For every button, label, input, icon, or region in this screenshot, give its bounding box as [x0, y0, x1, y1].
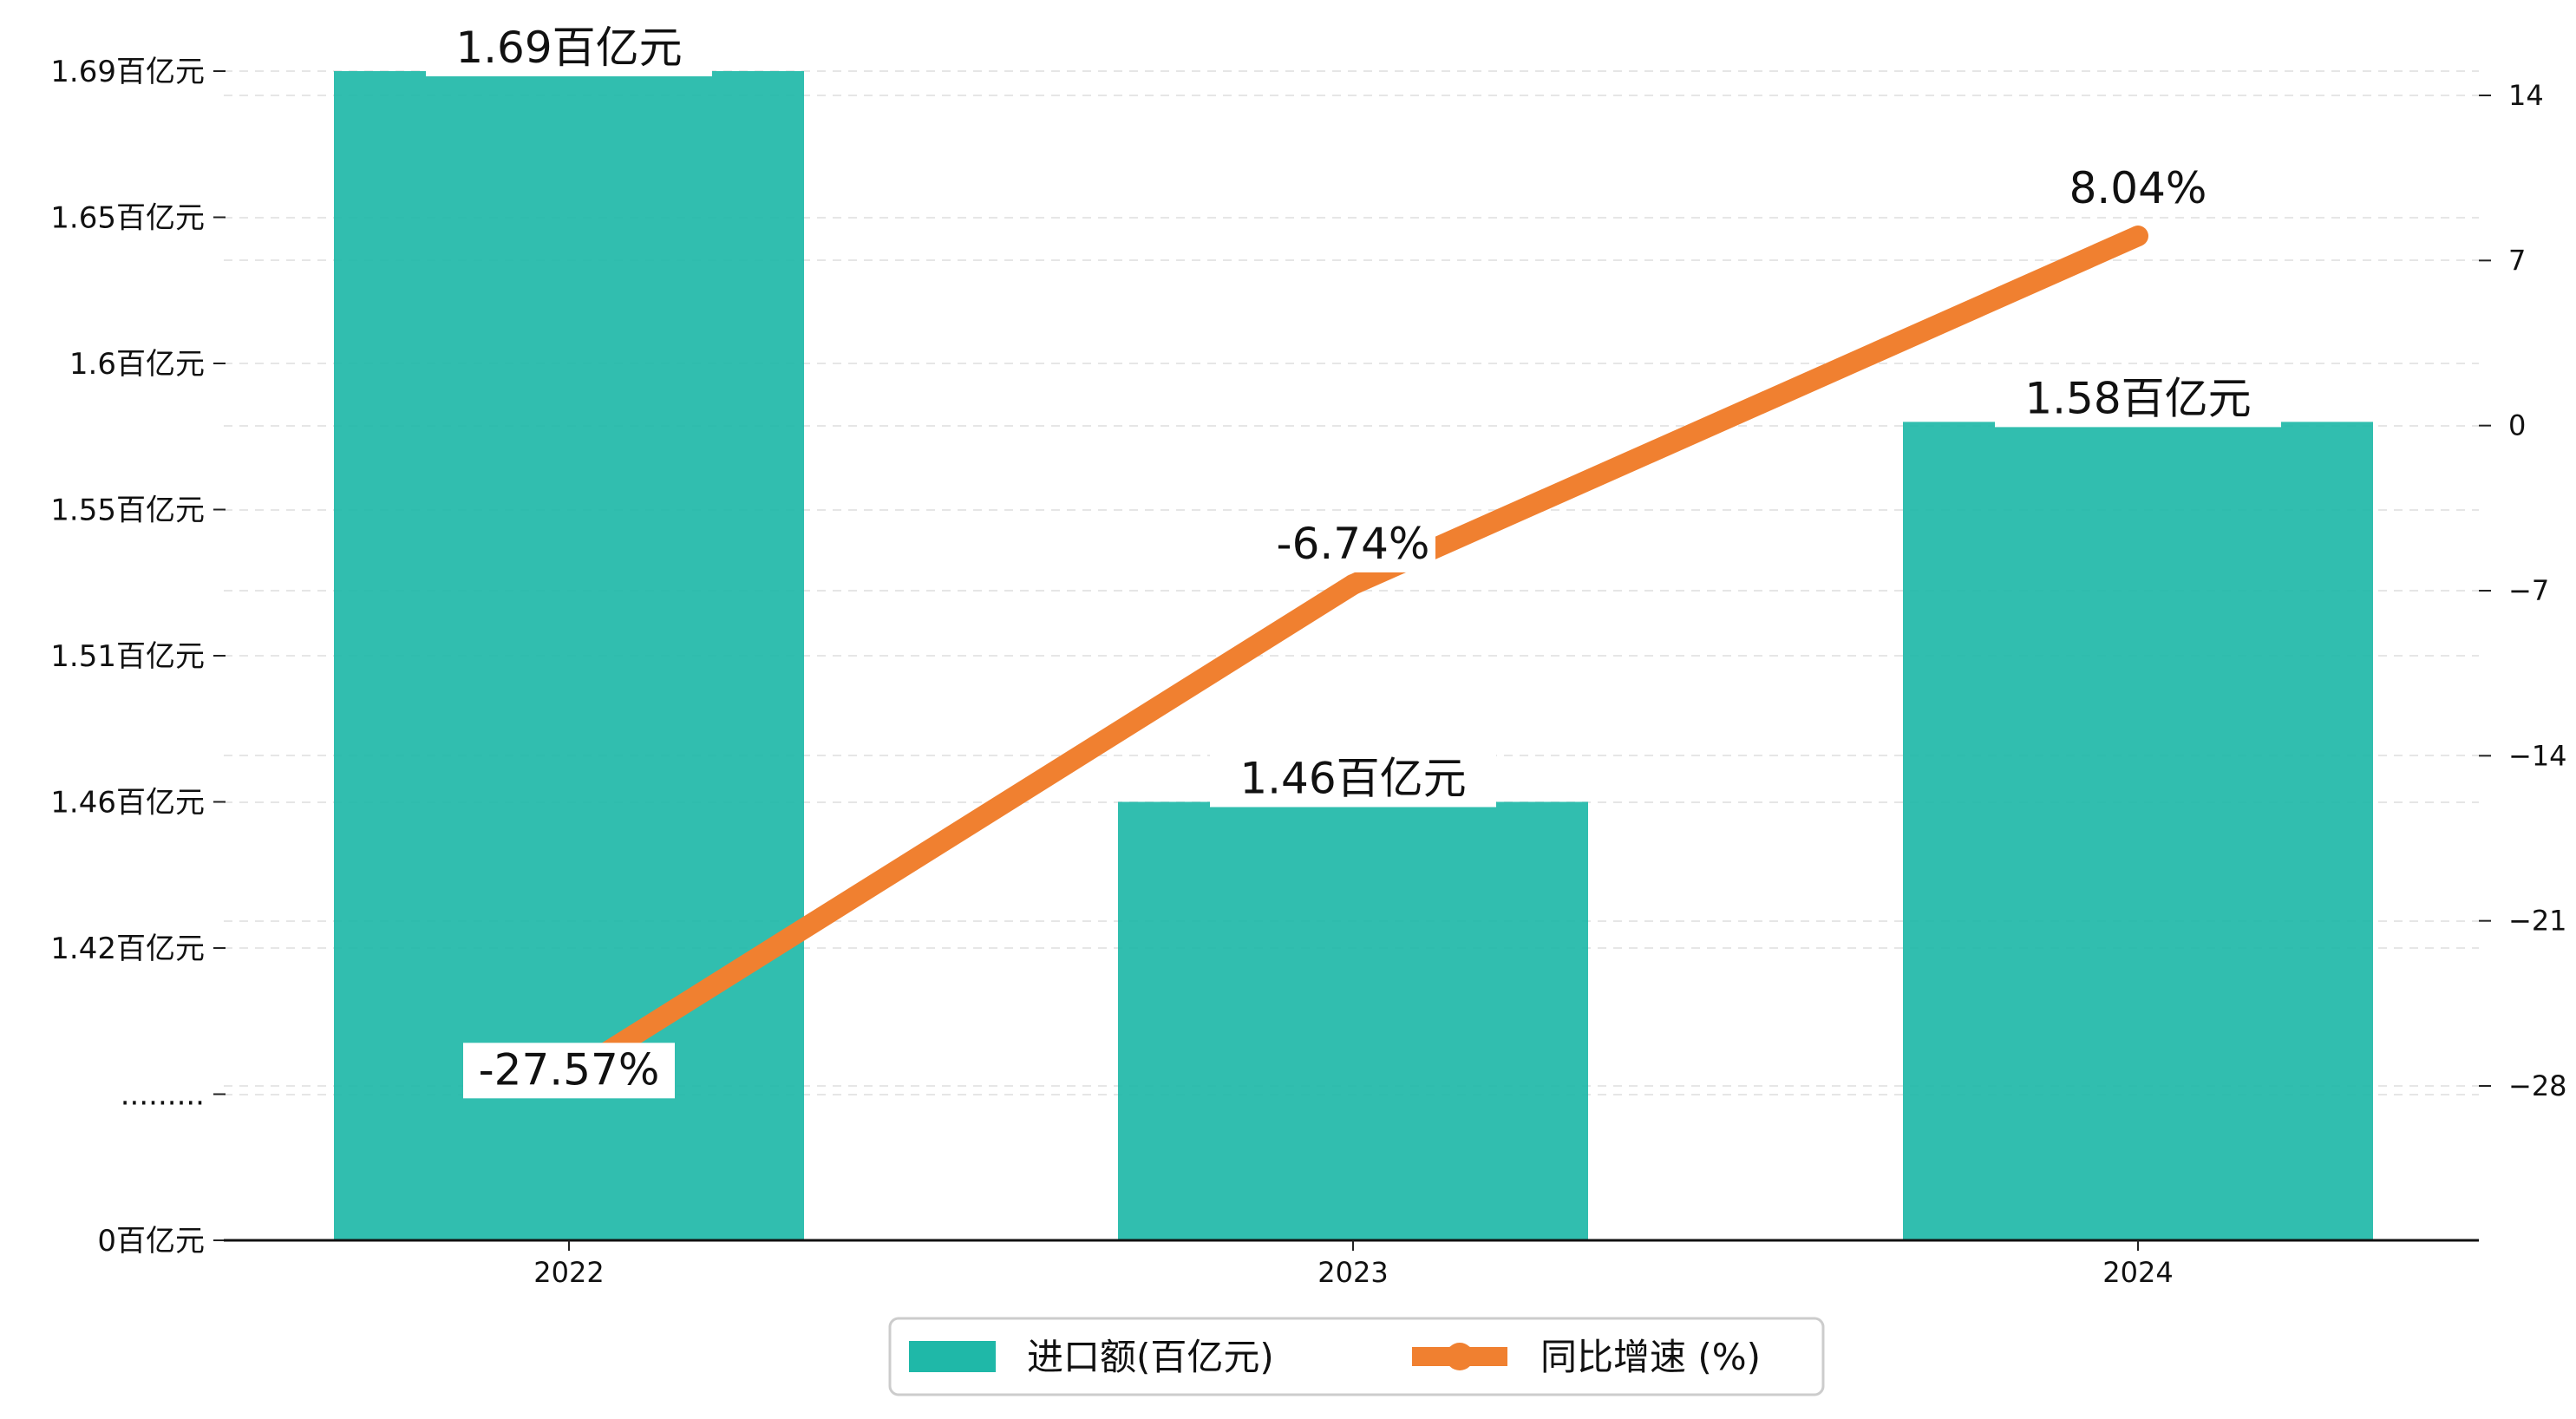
left-tick-label: 1.46百亿元 [50, 786, 205, 821]
left-tick-label: 1.42百亿元 [50, 932, 205, 966]
legend-marker-line [1446, 1343, 1474, 1370]
bar-2023 [1118, 801, 1588, 1240]
x-tick-label: 2022 [533, 1256, 604, 1289]
right-tick-label: −7 [2508, 574, 2549, 607]
bar-label-2024-bg [1995, 371, 2281, 428]
line-label-2022: -27.57% [479, 1044, 660, 1095]
x-tick-label: 2023 [1317, 1256, 1388, 1289]
left-tick-label: 1.65百亿元 [50, 201, 205, 236]
legend-swatch-bar [909, 1341, 996, 1372]
right-tick-label: −28 [2508, 1069, 2567, 1102]
legend-box [888, 1317, 1825, 1396]
legend-label-bar: 进口额(百亿元) [1027, 1336, 1274, 1378]
line-label-2024-bg [2056, 161, 2220, 218]
left-tick-label: ......... [121, 1078, 205, 1113]
data-labels: 1.69百亿元 1.46百亿元 1.58百亿元 -27.57% -6.74% 8.04% [426, 21, 2281, 1099]
bar-label-2024: 1.58百亿元 [2024, 373, 2251, 423]
growth-point-2023 [1343, 573, 1363, 595]
left-tick-label: 1.6百亿元 [69, 347, 205, 382]
bar-series [334, 71, 2373, 1240]
bar-label-2023: 1.46百亿元 [1239, 754, 1466, 804]
line-label-2022-bg [463, 1043, 675, 1099]
right-tick-label: −14 [2508, 739, 2567, 772]
bar-2024 [1903, 422, 2373, 1240]
right-tick-label: 14 [2508, 79, 2544, 112]
bar-label-2023-bg [1210, 751, 1496, 808]
left-tick-label: 1.51百亿元 [50, 639, 205, 674]
growth-point-2024 [2128, 226, 2148, 247]
line-label-2024: 8.04% [2069, 163, 2207, 213]
x-tick-label: 2024 [2102, 1256, 2173, 1289]
left-tick-label: 0百亿元 [97, 1224, 205, 1259]
legend-label-line: 同比增速 (%) [1540, 1336, 1761, 1378]
left-tick-label: 1.55百亿元 [50, 494, 205, 528]
right-tick-label: −21 [2508, 905, 2567, 938]
bar-label-2022: 1.69百亿元 [455, 23, 682, 73]
left-tick-label: 1.69百亿元 [50, 55, 205, 89]
right-tick-label: 0 [2508, 409, 2526, 442]
right-tick-label: 7 [2508, 244, 2526, 277]
legend: 进口额(百亿元) 同比增速 (%) [888, 1317, 1825, 1396]
axes: 0百亿元......... 1.42百亿元 1.46百亿元 1.51百亿元 1.55百亿… [50, 55, 2566, 1289]
line-label-2023-bg [1271, 516, 1435, 572]
line-label-2023: -6.74% [1277, 519, 1430, 569]
bar-label-2022-bg [426, 21, 712, 76]
